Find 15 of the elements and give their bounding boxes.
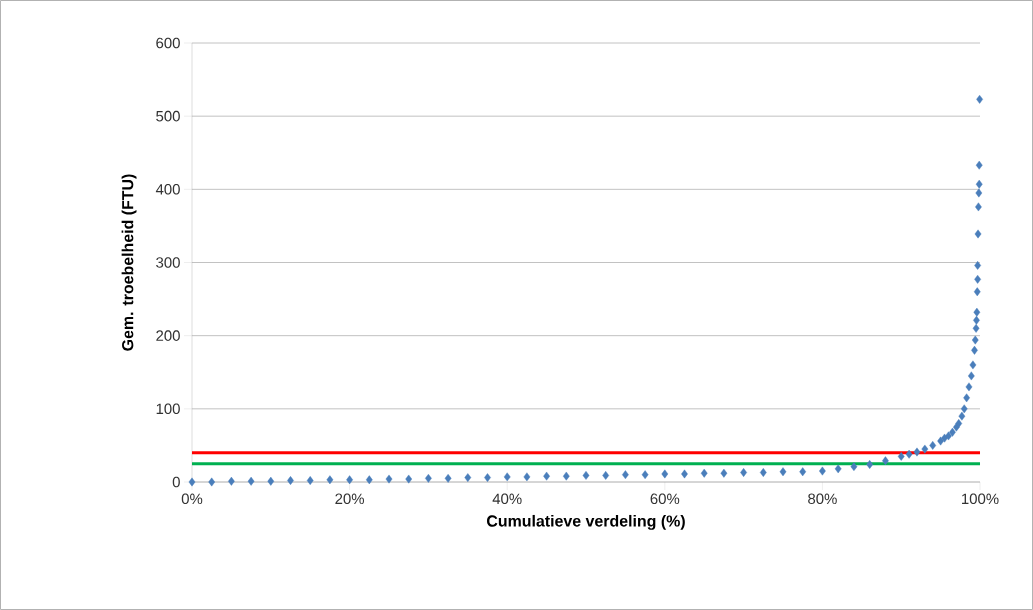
x-axis-title: Cumulatieve verdeling (%) [487, 514, 685, 530]
y-tick-label: 300 [156, 257, 180, 268]
y-tick-label: 500 [156, 110, 180, 122]
x-tick-label: 0% [181, 493, 203, 505]
y-tick-label: 0 [172, 476, 180, 488]
y-tick-label: 100 [156, 403, 180, 415]
x-tick-label: 40% [492, 493, 522, 505]
y-tick-label: 200 [156, 330, 180, 341]
y-tick-label: 400 [155, 184, 180, 195]
x-tick-label: 60% [650, 493, 680, 505]
y-axis-title: Gem. troebelheid (FTU) [121, 174, 137, 351]
x-tick-label: 20% [335, 493, 365, 505]
x-tick-label: 100% [962, 493, 999, 505]
y-tick-label: 600 [156, 37, 180, 49]
x-tick-label: 80% [808, 493, 837, 505]
